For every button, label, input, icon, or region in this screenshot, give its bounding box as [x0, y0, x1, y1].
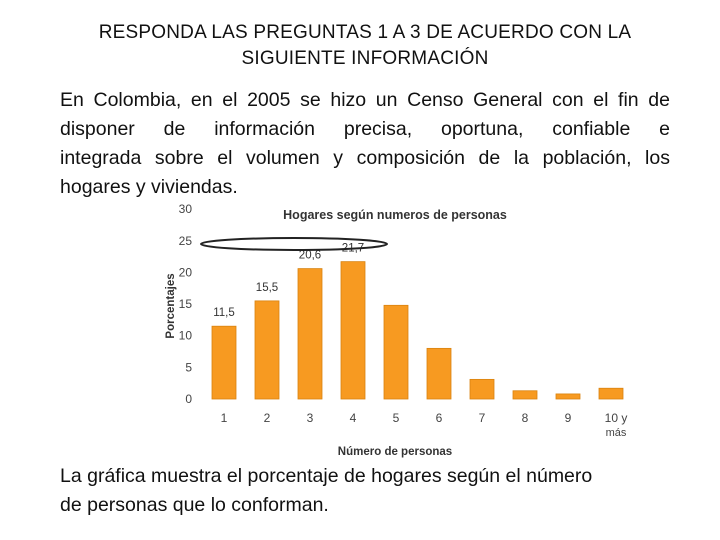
data-label: 15,5: [256, 282, 278, 294]
intro-line-4: hogares y viviendas.: [60, 176, 238, 198]
x-tick-label: 7: [479, 411, 486, 425]
intro-paragraph: En Colombia, en el 2005 se hizo un Censo…: [60, 86, 670, 173]
y-tick-label: 25: [179, 234, 193, 248]
data-label: 11,5: [213, 307, 235, 319]
chart-caption: La gráfica muestra el porcentaje de hoga…: [60, 462, 670, 520]
y-tick-label: 20: [179, 265, 193, 279]
instructions-heading-line-2: SIGUIENTE INFORMACIÓN: [241, 48, 489, 69]
highlight-oval-annotation: [200, 237, 388, 251]
x-tick-label: 10 y más: [605, 411, 628, 439]
bar-2: [254, 300, 280, 400]
intro-line-3: integrada sobre el volumen y composición…: [60, 147, 670, 169]
data-label: 20,6: [299, 250, 321, 262]
bar-7: [469, 378, 495, 400]
instructions-heading-line-1: RESPONDA LAS PREGUNTAS 1 A 3 DE ACUERDO …: [98, 22, 632, 43]
y-tick-label: 5: [185, 360, 192, 374]
x-axis-title: Número de personas: [338, 446, 452, 458]
caption-line-1: La gráfica muestra el porcentaje de hoga…: [60, 465, 593, 487]
bar-8: [512, 390, 538, 400]
y-tick-label: 30: [179, 202, 193, 216]
y-tick-label: 15: [179, 297, 193, 311]
chart-title: Hogares según numeros de personas: [283, 208, 507, 222]
instructions-heading: RESPONDA LAS PREGUNTAS 1 A 3 DE ACUERDO …: [60, 20, 670, 72]
x-tick-label: 1: [221, 411, 228, 425]
x-tick-label: 5: [393, 411, 400, 425]
intro-line-2: disponer de información precisa, oportun…: [60, 118, 670, 140]
x-tick-label: 3: [307, 411, 314, 425]
y-axis-title: Porcentajes: [165, 273, 177, 338]
y-tick-label: 10: [179, 329, 193, 343]
x-tick-label: 8: [522, 411, 529, 425]
bar-3: [297, 268, 323, 400]
bar-10: [598, 387, 624, 400]
bar-5: [383, 304, 409, 400]
x-tick-label: 4: [350, 411, 357, 425]
x-tick-label: 6: [436, 411, 443, 425]
y-tick-label: 0: [185, 392, 192, 406]
bar-1: [211, 325, 237, 400]
x-tick-label: 9: [565, 411, 572, 425]
bar-9: [555, 393, 581, 400]
bar-6: [426, 347, 452, 400]
x-tick-label: 2: [264, 411, 271, 425]
intro-line-1: En Colombia, en el 2005 se hizo un Censo…: [60, 89, 670, 111]
caption-line-2: de personas que lo conforman.: [60, 494, 329, 516]
bar-4: [340, 261, 366, 400]
